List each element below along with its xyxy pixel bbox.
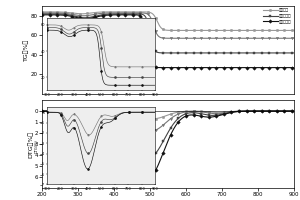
Legend: 煤泥水热, 污泥水热碳, 煤泥水热碳: 煤泥水热, 污泥水热碳, 煤泥水热碳	[263, 8, 292, 24]
Y-axis label: TG（%）: TG（%）	[24, 39, 29, 61]
Y-axis label: DTG（%）: DTG（%）	[27, 130, 33, 158]
